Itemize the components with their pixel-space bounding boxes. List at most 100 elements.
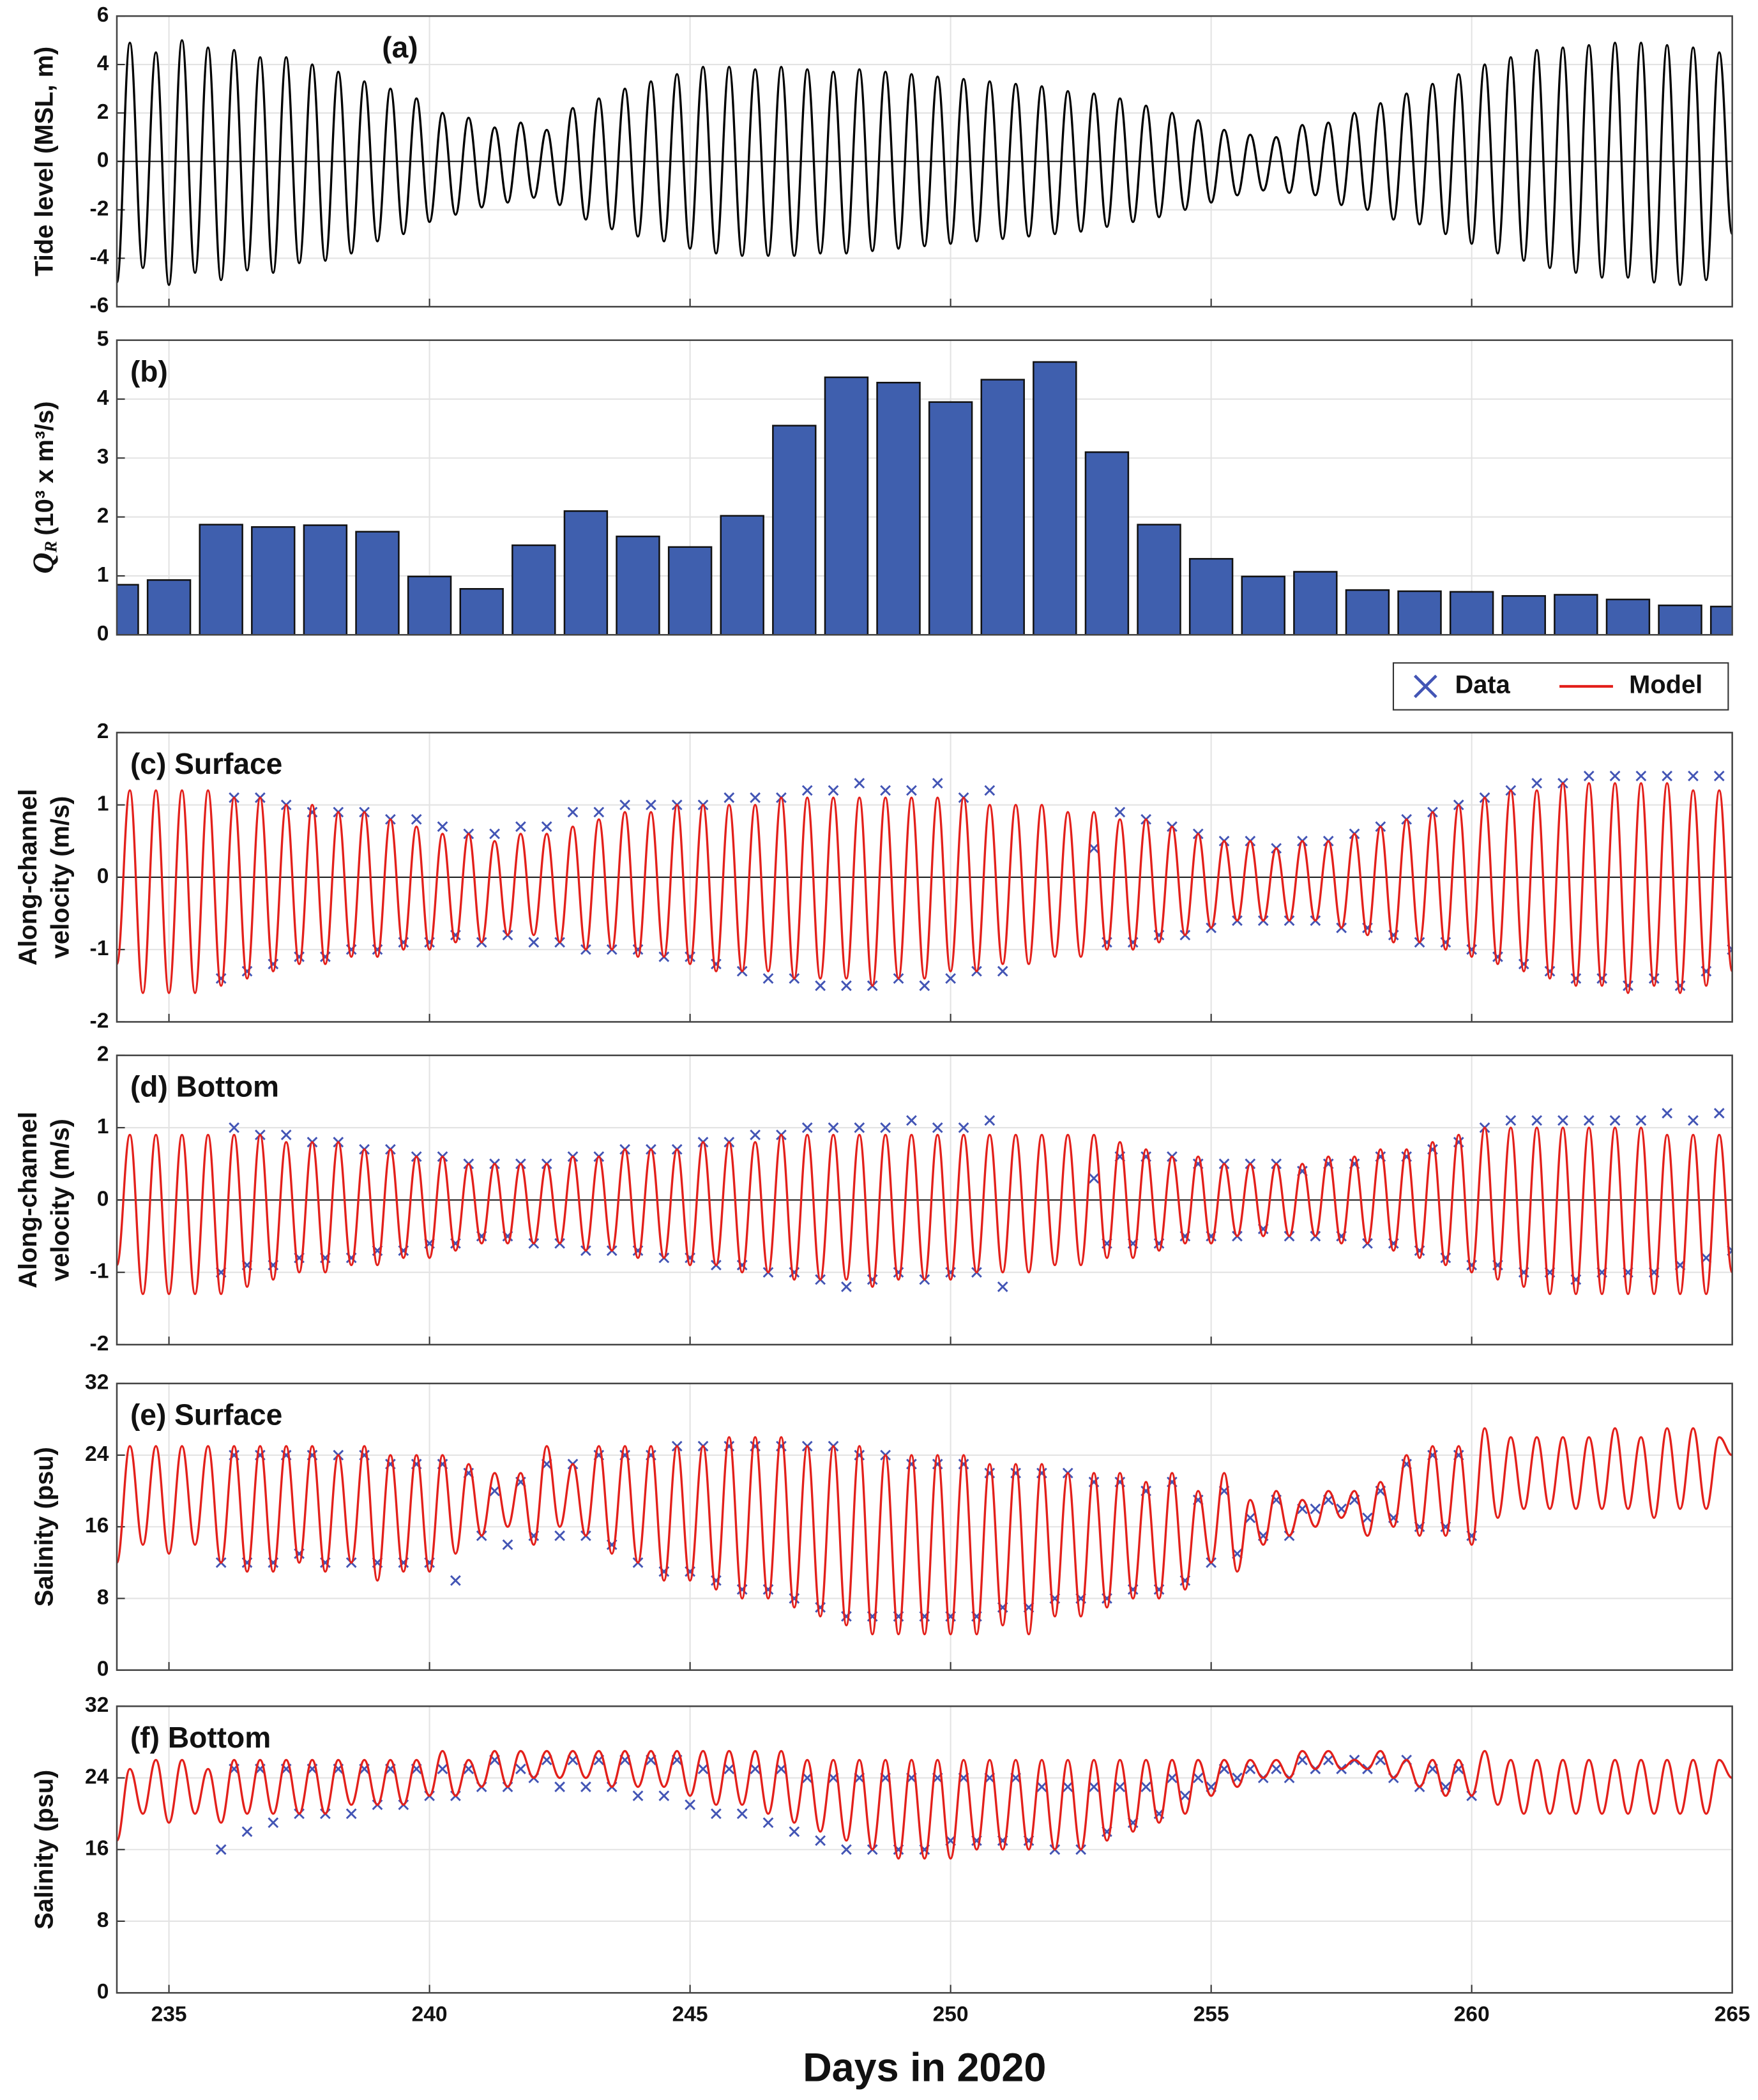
x-tick-label: 250: [933, 2003, 969, 2027]
bar: [116, 584, 139, 635]
y-tick-label: 3: [97, 445, 109, 469]
data-point: [801, 785, 813, 796]
data-point: [515, 821, 526, 833]
data-point: [762, 1817, 774, 1829]
y-tick-label: 1: [97, 1115, 109, 1138]
data-point: [685, 1799, 695, 1810]
data-point: [854, 1122, 865, 1133]
y-tick-label: -6: [90, 294, 109, 317]
plot-area: [116, 1427, 1732, 1636]
data-line: [116, 1749, 1732, 1860]
data-point: [515, 1764, 526, 1774]
data-point: [1362, 1512, 1373, 1523]
plot-area: [116, 361, 1732, 635]
data-point: [1713, 770, 1725, 782]
data-point: [567, 806, 579, 818]
data-point: [1062, 1781, 1073, 1792]
y-label-symbol: Q: [26, 552, 59, 573]
bar: [355, 531, 400, 635]
y-tick-label: -2: [90, 1009, 109, 1032]
x-tick-label: 265: [1715, 2003, 1750, 2027]
y-tick-label: 0: [97, 1658, 109, 1681]
data-point: [411, 813, 422, 825]
y-tick-label: 0: [97, 622, 109, 646]
data-point: [1570, 973, 1582, 984]
data-point: [1713, 1108, 1725, 1119]
data-point: [1322, 1755, 1334, 1765]
bar: [407, 575, 452, 635]
data-point: [1583, 1115, 1595, 1126]
y-tick-label: -1: [90, 1260, 109, 1283]
data-point: [241, 1826, 253, 1838]
y-tick-label: 0: [97, 1980, 109, 2004]
data-point: [828, 1122, 839, 1133]
panel-label: (c) Surface: [130, 747, 282, 780]
y-axis-label: Along-channel: [14, 789, 42, 966]
plot-area: [116, 770, 1732, 994]
data-point: [1167, 1772, 1178, 1783]
data-point: [554, 1781, 565, 1792]
bar: [616, 535, 660, 635]
data-point: [801, 1122, 813, 1133]
y-axis-label: velocity (m/s): [47, 796, 75, 959]
data-point: [528, 937, 540, 948]
bar: [772, 425, 817, 635]
bar: [1137, 524, 1181, 635]
data-point: [711, 1808, 722, 1820]
y-tick-label: 4: [97, 52, 109, 75]
data-point: [958, 1122, 969, 1133]
x-tick-label: 260: [1454, 2003, 1490, 2027]
data-point: [1036, 1781, 1047, 1792]
data-point: [880, 785, 891, 796]
data-point: [489, 828, 500, 840]
data-point: [1114, 806, 1126, 818]
data-point: [906, 1115, 917, 1126]
data-point: [489, 1485, 500, 1497]
y-axis-label: Salinity (psu): [30, 1447, 58, 1606]
y-tick-label: 24: [85, 1765, 109, 1788]
y-label-units: (10³ x m³/s): [30, 401, 58, 535]
data-point: [724, 792, 735, 803]
bar: [1084, 451, 1130, 635]
x-tick-label: 235: [151, 2003, 187, 2027]
data-point: [345, 1808, 357, 1820]
data-point: [229, 1122, 239, 1133]
data-point: [750, 792, 761, 803]
data-point: [841, 1844, 852, 1855]
data-line: [116, 1427, 1732, 1636]
data-point: [1662, 1108, 1673, 1119]
data-point: [541, 821, 552, 833]
y-label-subscript: R: [42, 541, 61, 553]
data-point: [932, 1122, 943, 1133]
data-point: [880, 1122, 891, 1133]
x-tick-label: 245: [672, 2003, 708, 2027]
data-point: [1609, 1115, 1621, 1126]
data-point: [1688, 1115, 1699, 1126]
data-point: [1635, 1115, 1647, 1126]
data-point: [815, 1835, 826, 1847]
bar: [1449, 591, 1494, 635]
legend-label: Model: [1629, 671, 1702, 699]
plot-frame: [116, 339, 1733, 636]
data-point: [828, 785, 839, 796]
data-point: [619, 799, 630, 811]
data-point: [554, 1530, 565, 1541]
y-tick-label: -2: [90, 197, 109, 220]
data-point: [1557, 1115, 1568, 1126]
y-tick-label: 16: [85, 1837, 109, 1861]
x-tick-label: 240: [412, 2003, 448, 2027]
data-point: [789, 1826, 800, 1838]
bar: [563, 510, 609, 635]
data-point: [841, 980, 852, 992]
data-point: [1140, 1781, 1152, 1792]
data-point: [1310, 1503, 1321, 1515]
data-point: [997, 965, 1008, 977]
bar: [199, 524, 243, 635]
bar: [824, 376, 869, 635]
x-tick-label: 255: [1193, 2003, 1229, 2027]
y-tick-label: 32: [85, 1371, 109, 1394]
y-tick-label: 1: [97, 792, 109, 816]
bar: [1188, 557, 1234, 635]
